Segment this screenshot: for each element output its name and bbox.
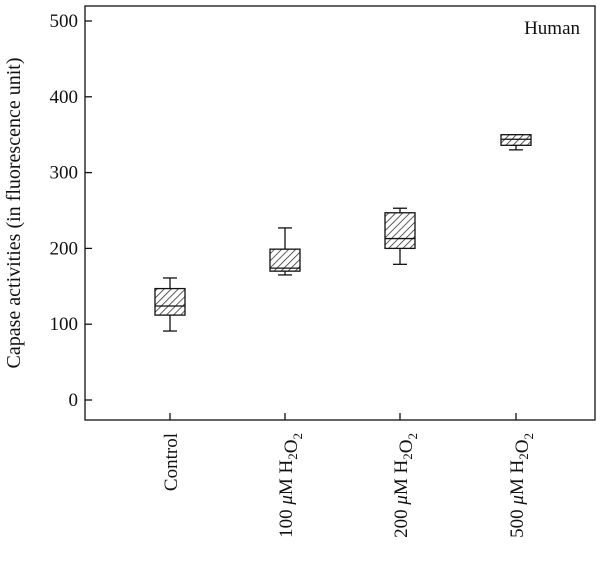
box-iqr xyxy=(384,212,416,250)
box-iqr xyxy=(269,248,301,272)
box-2 xyxy=(269,227,301,276)
x-category-label: Control xyxy=(161,433,182,491)
x-category-label: 200 μM H2O2 xyxy=(391,433,420,538)
x-axis-labels: Control 100 μM H2O2 200 μM H2O2 500 μM H2O2 xyxy=(161,413,536,538)
y-tick-label: 0 xyxy=(69,390,79,411)
y-axis-label: Capase activities (in fluorescence unit) xyxy=(3,58,25,369)
y-axis: 0 100 200 300 400 500 xyxy=(50,11,92,411)
y-tick-label: 200 xyxy=(50,238,79,259)
y-tick-label: 400 xyxy=(50,87,79,108)
annotation-human: Human xyxy=(524,18,580,39)
y-tick-label: 100 xyxy=(50,314,79,335)
box-3 xyxy=(384,207,416,265)
box-4 xyxy=(500,134,532,151)
y-tick-label: 300 xyxy=(50,163,79,184)
x-category-label: 500 μM H2O2 xyxy=(507,433,536,538)
box-series xyxy=(154,134,532,332)
plot-frame xyxy=(84,5,596,421)
box-iqr xyxy=(500,134,532,146)
y-tick-label: 500 xyxy=(50,11,79,32)
box-1 xyxy=(154,277,186,332)
box-iqr xyxy=(154,287,186,316)
x-category-label: 100 μM H2O2 xyxy=(276,433,305,538)
